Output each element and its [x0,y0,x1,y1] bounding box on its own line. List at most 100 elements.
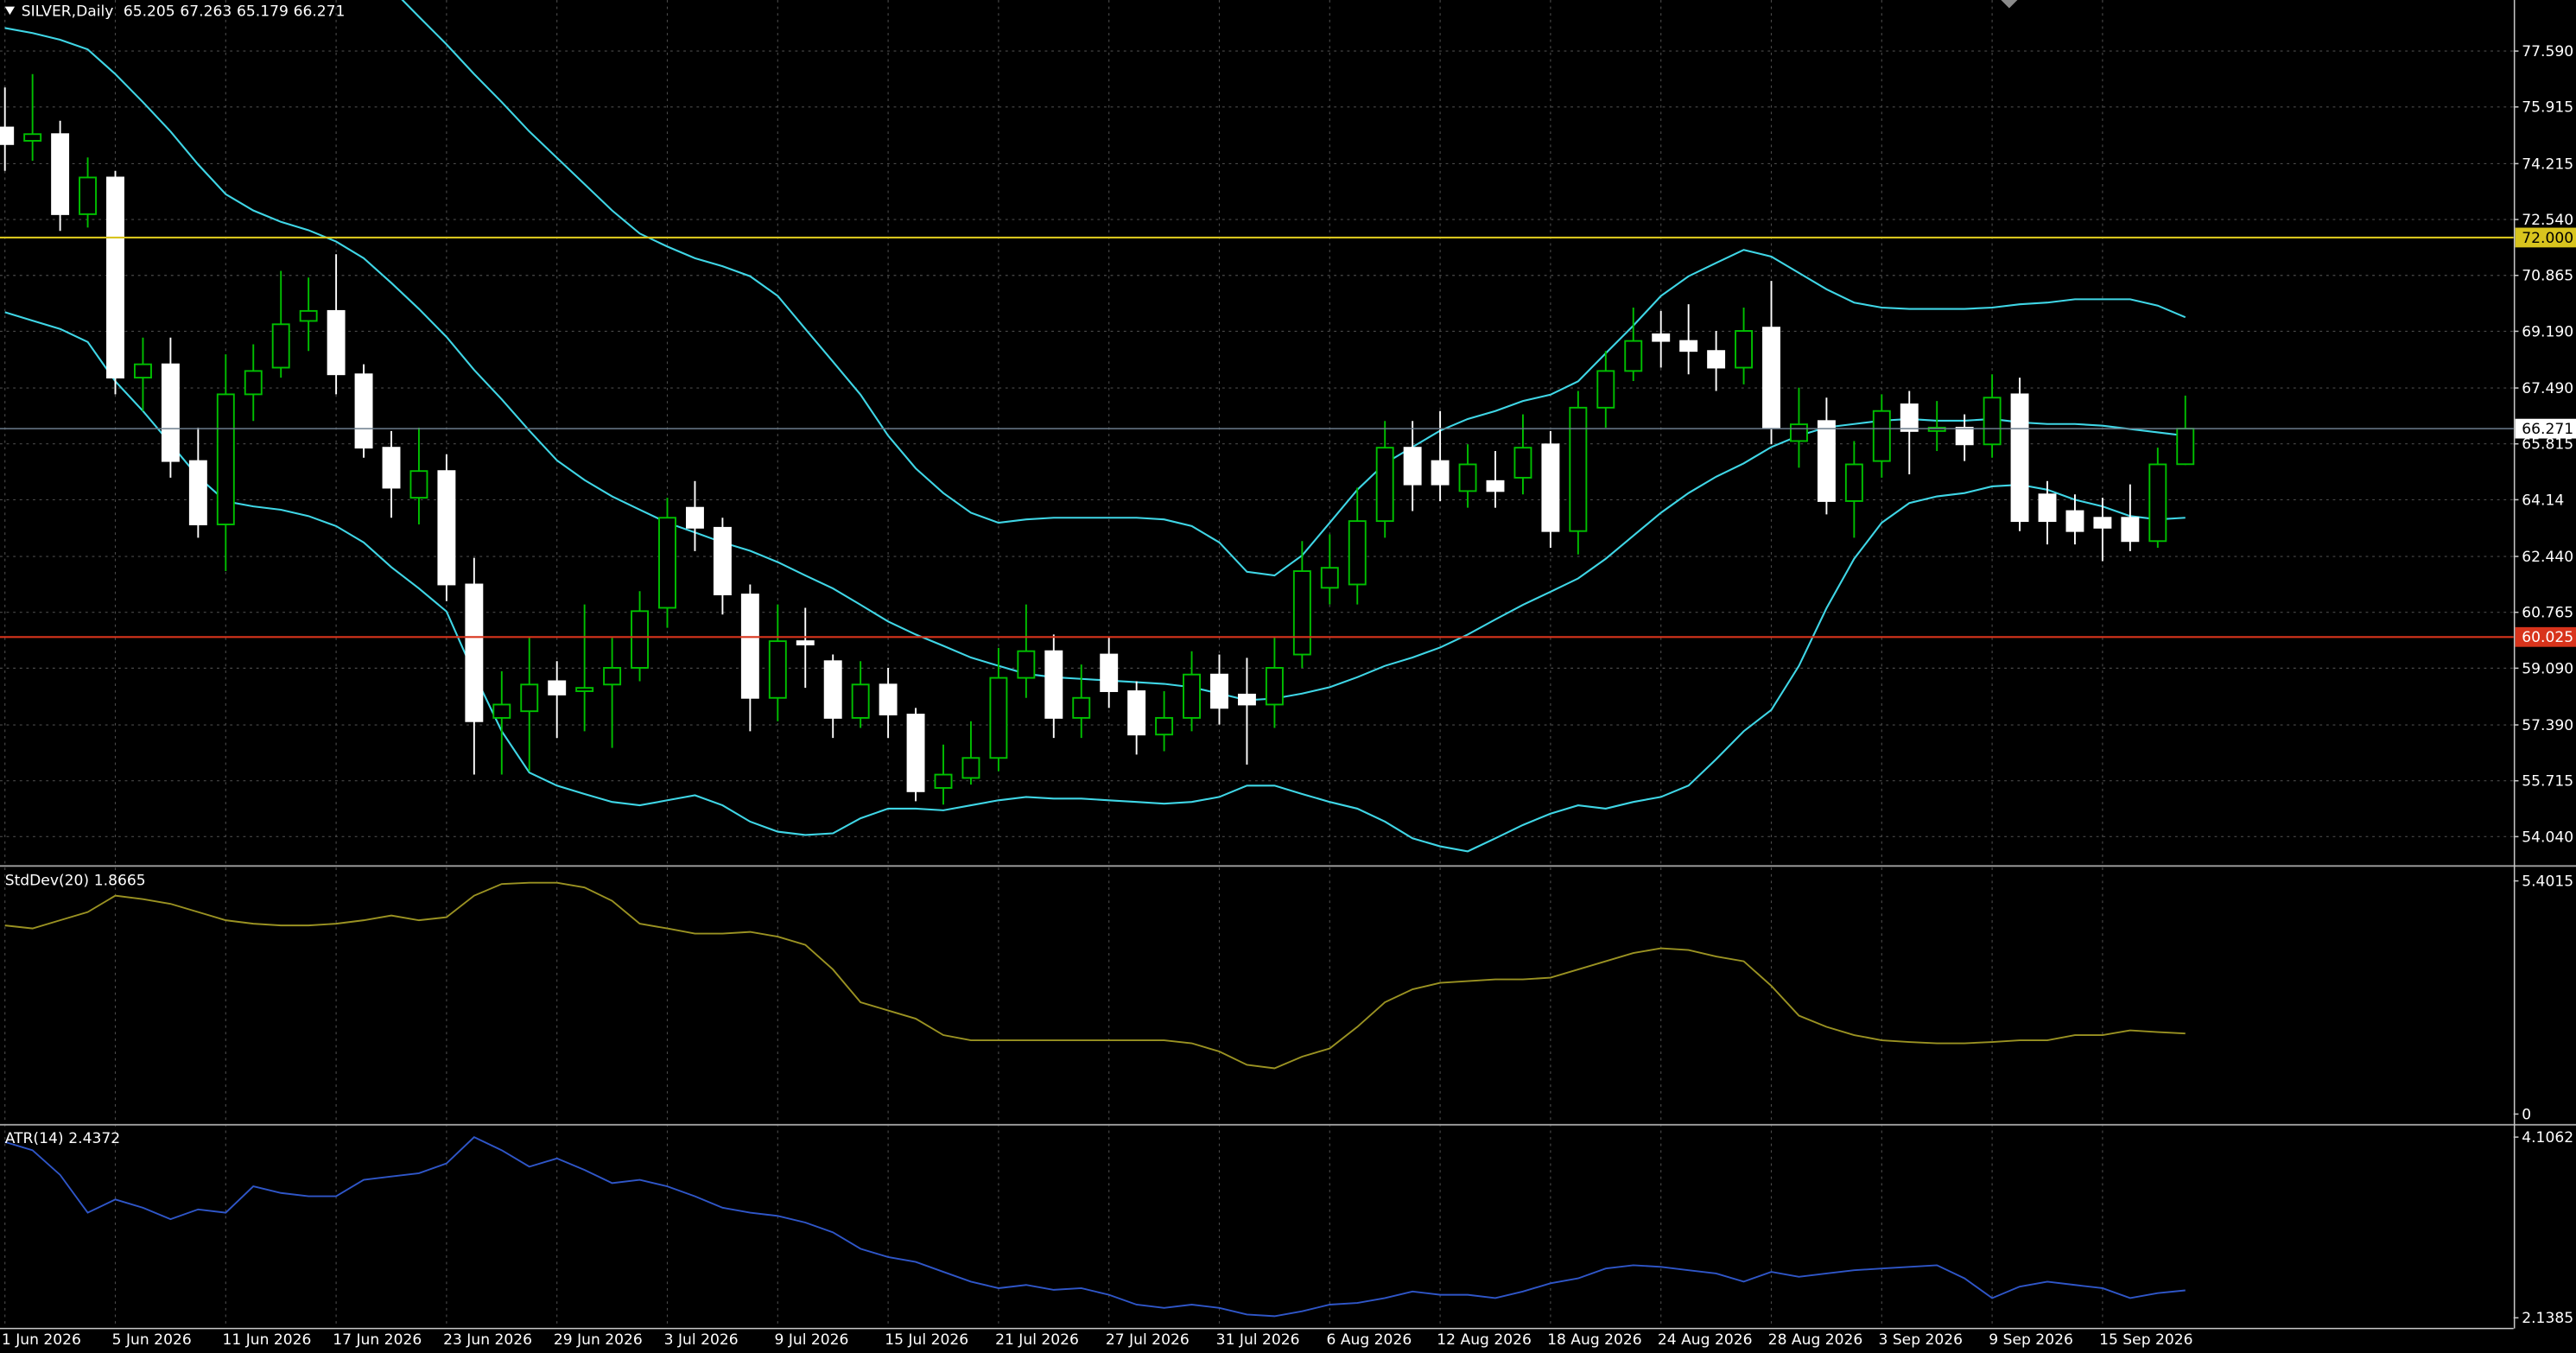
level-price-label: 72.000 [2522,230,2573,247]
candle-body [216,393,235,525]
y-tick-label: 62.440 [2522,549,2573,566]
candle-body [520,683,539,713]
candle-body [244,370,263,396]
candle-body [271,323,290,369]
candle-body [1983,397,2002,446]
candle-body [961,757,980,779]
candle-body [1872,410,1891,462]
candle-body [2065,510,2084,532]
x-tick-label: 29 Jun 2026 [554,1331,643,1349]
y-tick-label: 54.040 [2522,829,2573,846]
x-tick-label: 9 Jul 2026 [775,1331,849,1349]
indicator-value: 1.8665 [94,872,146,889]
last-close: 66.271 [294,3,346,20]
candle-body [188,460,207,525]
candle-body [1320,567,1339,589]
bollinger-lower [4,311,2186,853]
indicator-header: ATR(14) 2.4372 [5,1130,120,1147]
y-tick-label: 59.090 [2522,660,2573,677]
candle-body [2121,517,2140,543]
candle-body [1707,350,1726,369]
grid-layer [0,0,2514,1328]
candle-body [1900,403,1919,432]
candle-body [713,526,732,596]
data-layer [0,0,2514,1318]
candle-body [823,660,842,719]
level-price-box [2515,626,2576,647]
x-tick-label: 9 Sep 2026 [1989,1331,2073,1349]
candle-body [299,309,318,322]
y-tick-label: 72.540 [2522,212,2573,229]
candle-body [768,640,787,699]
candle-body [879,683,898,715]
x-tick-label: 15 Sep 2026 [2099,1331,2192,1349]
level-price-label: 60.025 [2522,629,2573,646]
y-tick-label: 70.865 [2522,268,2573,285]
x-tick-label: 17 Jun 2026 [333,1331,422,1349]
candle-body [23,133,42,142]
indicator-title: StdDev(20) [5,872,89,889]
candle-body [133,363,152,379]
x-tick-label: 23 Jun 2026 [443,1331,532,1349]
candle-body [1513,447,1532,479]
candle-body [1458,463,1477,492]
candle-body [1155,716,1174,736]
candle-body [0,126,15,145]
chart-header: SILVER,Daily 65.205 67.263 65.179 66.271 [22,3,346,20]
y-tick-label: 74.215 [2522,156,2573,173]
candle-body [1431,460,1450,486]
y-tick-label: 57.390 [2522,717,2573,734]
y-tick-label: 64.14 [2522,492,2564,509]
y-tick-label: 0 [2522,1106,2531,1123]
x-tick-label: 31 Jul 2026 [1216,1331,1300,1349]
candle-body [1375,447,1394,523]
x-tick-label: 1 Jun 2026 [2,1331,81,1349]
candle-body [1100,653,1119,692]
candle-body [492,703,511,719]
x-tick-label: 3 Sep 2026 [1879,1331,1964,1349]
candle-body [548,680,567,696]
candle-body [1735,330,1754,369]
x-tick-label: 11 Jun 2026 [223,1331,312,1349]
x-tick-label: 6 Aug 2026 [1327,1331,1412,1349]
indicator-line [4,881,2186,1070]
candle-body [51,133,70,215]
candle-body [409,470,428,499]
x-tick-label: 15 Jul 2026 [885,1331,968,1349]
candle-body [1183,673,1202,719]
candle-body [1292,570,1311,656]
y-tick-label: 5.4015 [2522,873,2573,891]
symbol-menu-arrow[interactable] [4,6,16,16]
last-price-label: 66.271 [2522,421,2573,438]
candles [0,0,2195,853]
candle-body [327,309,346,376]
candle-body [851,683,870,719]
candle-body [1017,650,1036,679]
candle-body [1265,667,1284,706]
shift-marker[interactable] [2001,0,2018,9]
candle-body [2010,393,2029,523]
x-tick-label: 5 Jun 2026 [112,1331,192,1349]
candle-body [685,506,704,529]
candle-body [2148,463,2167,543]
candle-body [1652,333,1671,342]
x-tick-label: 21 Jul 2026 [995,1331,1079,1349]
y-tick-label: 67.490 [2522,380,2573,397]
candle-body [354,373,373,449]
candle-body [1844,463,1863,502]
x-tick-label: 3 Jul 2026 [664,1331,739,1349]
candle-body [161,363,180,462]
y-tick-label: 60.765 [2522,605,2573,622]
x-tick-label: 28 Aug 2026 [1768,1331,1863,1349]
candle-body [382,447,401,489]
x-tick-label: 12 Aug 2026 [1437,1331,1532,1349]
last-low: 65.179 [237,3,289,20]
last-high: 67.263 [180,3,232,20]
y-tick-label: 65.815 [2522,436,2573,454]
candle-body [631,610,650,669]
candle-body [106,176,124,379]
candle-body [1927,427,1946,432]
y-tick-label: 2.1385 [2522,1310,2573,1327]
